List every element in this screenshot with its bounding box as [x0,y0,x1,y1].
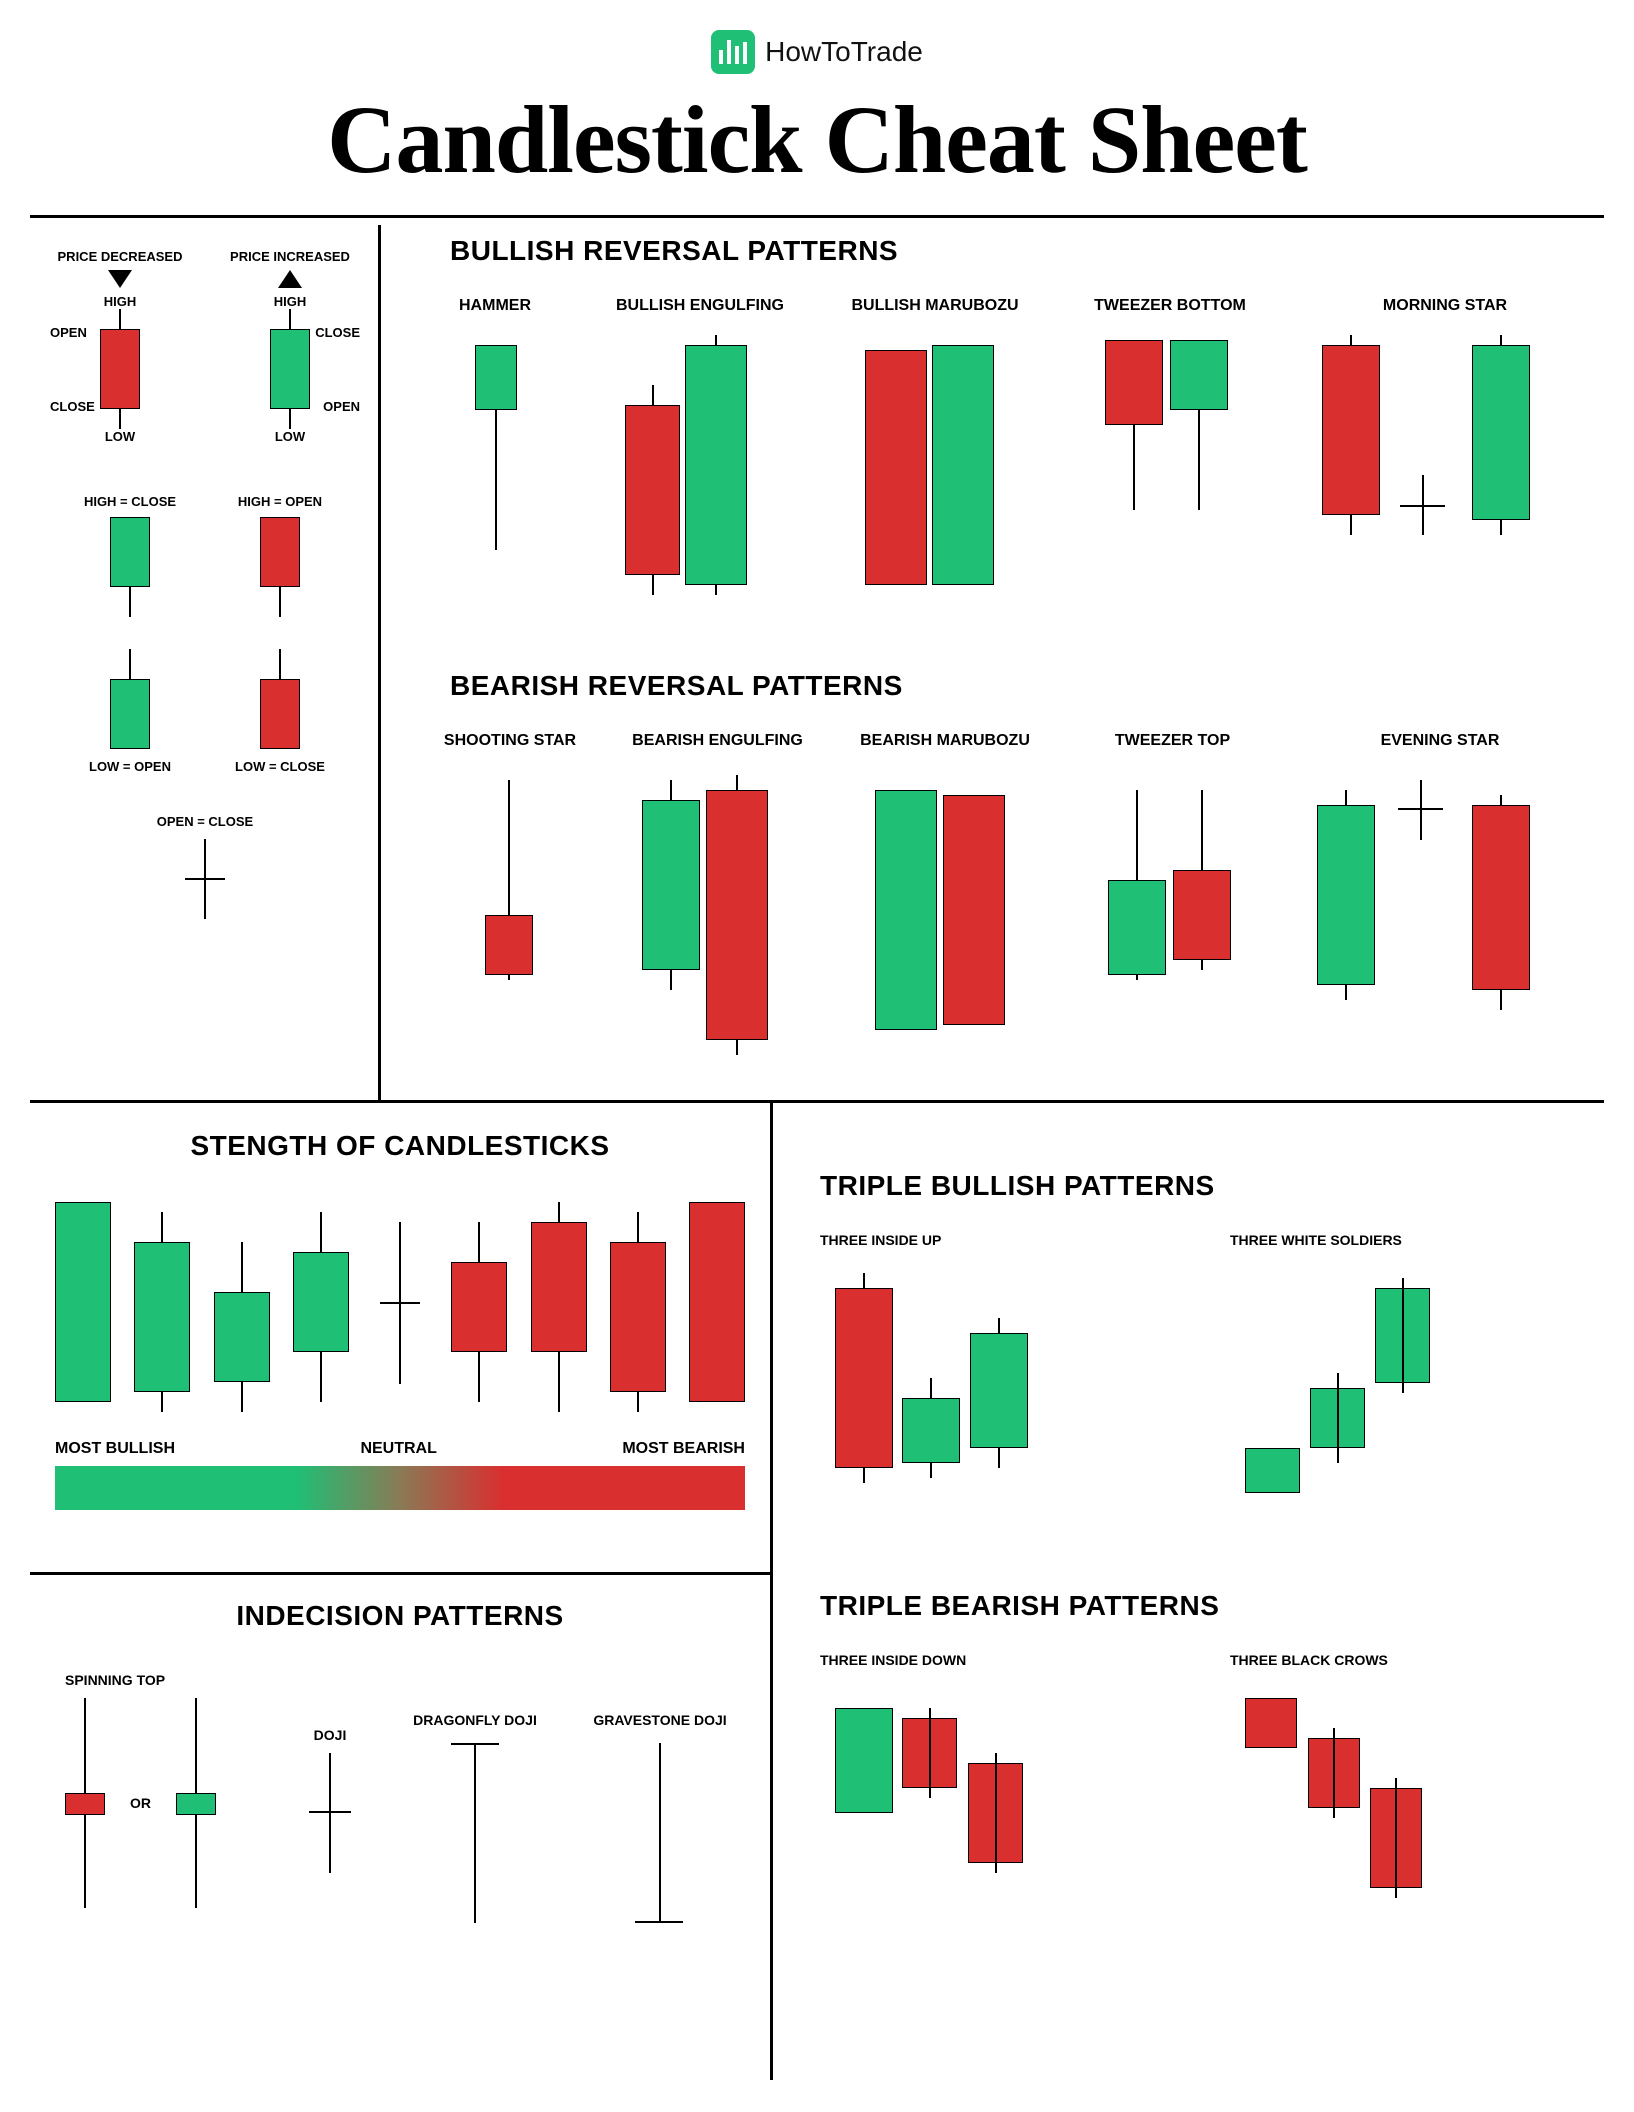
label-morning-star: MORNING STAR [1300,297,1590,315]
pattern-three-white-soldiers: THREE WHITE SOLDIERS [1230,1232,1490,1518]
pattern-shooting-star: SHOOTING STAR [420,732,600,1070]
label-neutral: NEUTRAL [360,1440,436,1458]
triple-bearish-section: TRIPLE BEARISH PATTERNS THREE INSIDE DOW… [820,1590,1600,1938]
pattern-gravestone-doji: GRAVESTONE DOJI [575,1712,745,1928]
strength-candles [55,1182,745,1432]
header: HowToTrade Candlestick Cheat Sheet [0,0,1634,195]
section-title-triple-bearish: TRIPLE BEARISH PATTERNS [820,1590,1600,1622]
label-price-decreased: PRICE DECREASED [50,250,190,264]
label-doji: DOJI [285,1727,375,1743]
pattern-tweezer-top: TWEEZER TOP [1063,732,1283,1070]
label-shooting-star: SHOOTING STAR [420,732,600,750]
divider-h1 [30,1100,1604,1103]
label-low: LOW [50,429,190,444]
label-dragonfly-doji: DRAGONFLY DOJI [395,1712,555,1728]
logo-icon [711,30,755,74]
divider-v1 [378,225,381,1100]
label-hammer: HAMMER [420,297,570,315]
pattern-dragonfly-doji: DRAGONFLY DOJI [395,1712,555,1928]
divider-h2 [30,1572,770,1575]
pattern-evening-star: EVENING STAR [1290,732,1590,1070]
label-evening-star: EVENING STAR [1290,732,1590,750]
label-or: OR [130,1795,151,1811]
label-most-bearish: MOST BEARISH [622,1440,745,1458]
label-high: HIGH [50,294,190,309]
bullish-reversal-section: BULLISH REVERSAL PATTERNS HAMMER BULLISH… [410,235,1600,605]
section-title-strength: STENGTH OF CANDLESTICKS [55,1130,745,1162]
indecision-section: INDECISION PATTERNS SPINNING TOP OR [55,1600,745,1928]
divider-top [30,215,1604,218]
strength-section: STENGTH OF CANDLESTICKS MOST BULLISH NEU… [55,1130,745,1510]
brand-name: HowToTrade [765,36,923,68]
pattern-three-black-crows: THREE BLACK CROWS [1230,1652,1490,1938]
pattern-bullish-marubozu: BULLISH MARUBOZU [830,297,1040,605]
label-open-eq-close: OPEN = CLOSE [40,814,370,829]
page-title: Candlestick Cheat Sheet [0,84,1634,195]
pattern-bullish-engulfing: BULLISH ENGULFING [595,297,805,605]
label-low-2: LOW [220,429,360,444]
label-gravestone-doji: GRAVESTONE DOJI [575,1712,745,1728]
section-title-bearish: BEARISH REVERSAL PATTERNS [450,670,1600,702]
label-high-eq-close: HIGH = CLOSE [70,494,190,509]
label-open: OPEN [50,325,87,340]
label-bearish-engulfing: BEARISH ENGULFING [608,732,828,750]
logo-row: HowToTrade [711,30,923,74]
label-high-2: HIGH [220,294,360,309]
arrow-up-icon [278,270,302,288]
triple-bullish-section: TRIPLE BULLISH PATTERNS THREE INSIDE UP … [820,1170,1600,1518]
label-tweezer-top: TWEEZER TOP [1063,732,1283,750]
label-high-eq-open: HIGH = OPEN [220,494,340,509]
pattern-hammer: HAMMER [420,297,570,605]
label-close-2: CLOSE [315,325,360,340]
pattern-three-inside-down: THREE INSIDE DOWN [820,1652,1080,1938]
label-three-black-crows: THREE BLACK CROWS [1230,1652,1490,1668]
pattern-three-inside-up: THREE INSIDE UP [820,1232,1080,1518]
arrow-down-icon [108,270,132,288]
label-price-increased: PRICE INCREASED [220,250,360,264]
pattern-doji: DOJI [285,1727,375,1883]
label-three-white-soldiers: THREE WHITE SOLDIERS [1230,1232,1490,1248]
pattern-bearish-engulfing: BEARISH ENGULFING [608,732,828,1070]
pattern-bearish-marubozu: BEARISH MARUBOZU [835,732,1055,1070]
label-low-eq-close: LOW = CLOSE [220,759,340,774]
section-title-bullish: BULLISH REVERSAL PATTERNS [450,235,1600,267]
label-three-inside-up: THREE INSIDE UP [820,1232,1080,1248]
label-most-bullish: MOST BULLISH [55,1440,175,1458]
label-close: CLOSE [50,399,95,414]
label-spinning-top: SPINNING TOP [65,1672,265,1688]
pattern-tweezer-bottom: TWEEZER BOTTOM [1065,297,1275,605]
bearish-reversal-section: BEARISH REVERSAL PATTERNS SHOOTING STAR … [410,670,1600,1070]
strength-gradient [55,1466,745,1510]
label-bullish-engulfing: BULLISH ENGULFING [595,297,805,315]
divider-v2 [770,1100,773,2080]
label-bullish-marubozu: BULLISH MARUBOZU [830,297,1040,315]
cheat-sheet-page: HowToTrade Candlestick Cheat Sheet PRICE… [0,0,1634,2112]
legend-panel: PRICE DECREASED HIGH OPEN CLOSE LOW PRIC… [40,250,370,929]
section-title-indecision: INDECISION PATTERNS [55,1600,745,1632]
pattern-spinning-top: SPINNING TOP OR [55,1672,265,1908]
label-open-2: OPEN [323,399,360,414]
pattern-morning-star: MORNING STAR [1300,297,1590,605]
label-bearish-marubozu: BEARISH MARUBOZU [835,732,1055,750]
label-tweezer-bottom: TWEEZER BOTTOM [1065,297,1275,315]
section-title-triple-bullish: TRIPLE BULLISH PATTERNS [820,1170,1600,1202]
label-three-inside-down: THREE INSIDE DOWN [820,1652,1080,1668]
label-low-eq-open: LOW = OPEN [70,759,190,774]
